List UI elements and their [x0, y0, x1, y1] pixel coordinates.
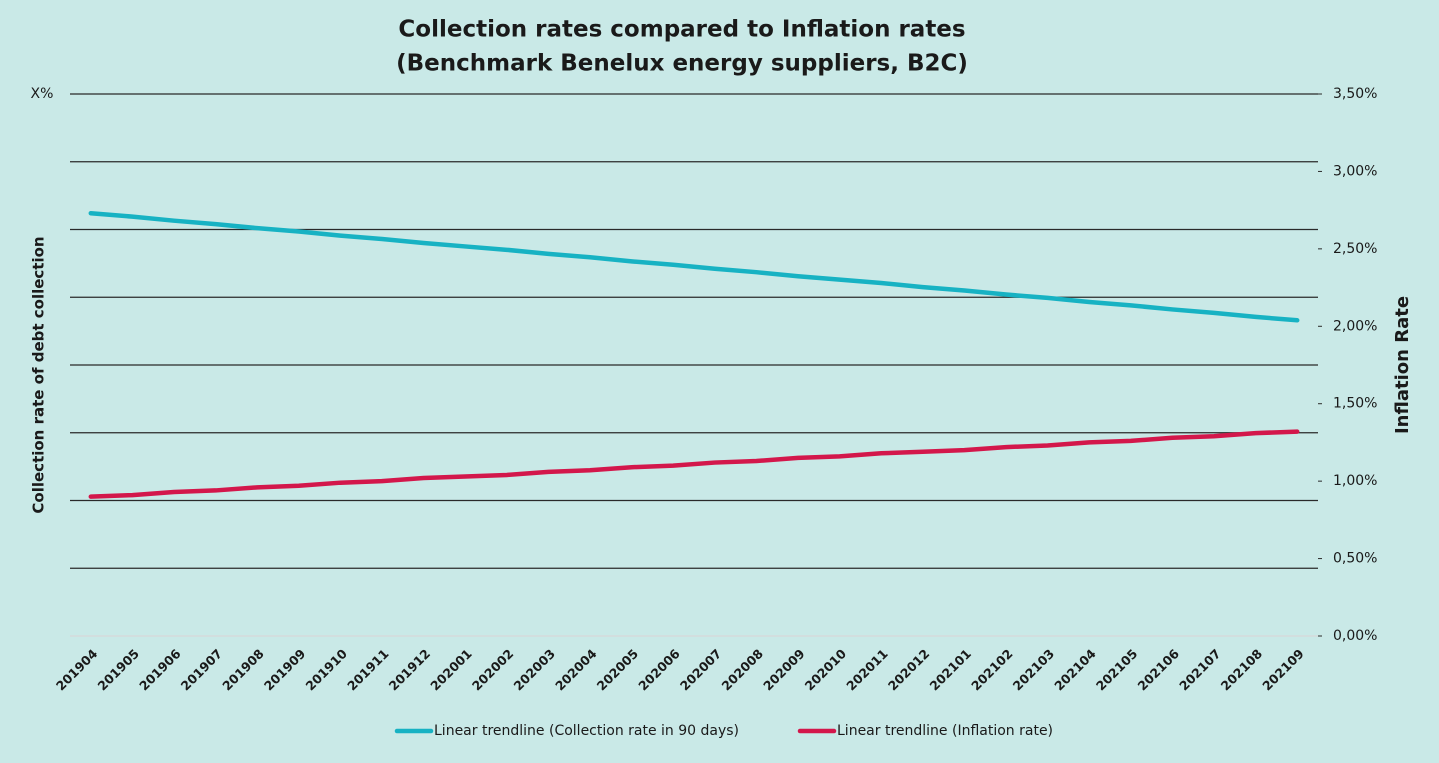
y-axis-label: Collection rate of debt collection	[30, 236, 48, 513]
y2-tick-label: 2,00%	[1333, 318, 1377, 334]
chart-subtitle: (Benchmark Benelux energy suppliers, B2C…	[396, 51, 968, 77]
y2-tick-label: 2,50%	[1333, 241, 1377, 257]
y2-tick-label: 3,00%	[1333, 163, 1377, 179]
y-tick-label: X%	[31, 86, 54, 102]
legend-label: Linear trendline (Collection rate in 90 …	[434, 723, 739, 739]
chart-title: Collection rates compared to Inflation r…	[398, 17, 965, 43]
y2-axis-label: Inflation Rate	[1392, 296, 1413, 434]
legend-label: Linear trendline (Inflation rate)	[837, 723, 1053, 739]
y2-tick-label: 0,00%	[1333, 628, 1377, 644]
y2-tick-label: 0,50%	[1333, 551, 1377, 567]
trend-line	[88, 210, 1300, 323]
y2-tick-label: 3,50%	[1333, 86, 1377, 102]
trend-line	[88, 429, 1300, 499]
y2-tick-label: 1,50%	[1333, 396, 1377, 412]
y2-tick-label: 1,00%	[1333, 473, 1377, 489]
